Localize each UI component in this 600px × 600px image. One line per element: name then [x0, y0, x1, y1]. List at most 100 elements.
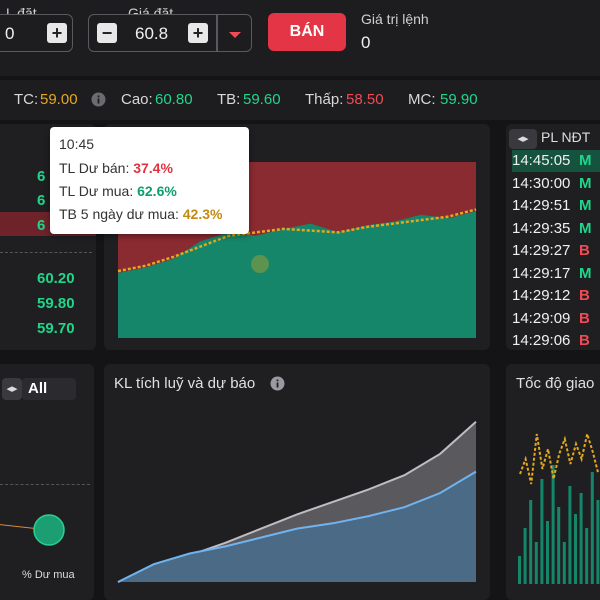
- caret-down-icon: [229, 32, 241, 38]
- trade-row[interactable]: 14:29:27 B: [512, 240, 600, 262]
- speed-bar: [557, 507, 561, 584]
- speed-bar: [562, 542, 566, 584]
- tooltip-buy-row: TL Dư mua: 62.6%: [59, 183, 177, 199]
- trade-row[interactable]: 14:29:35 M: [512, 218, 600, 240]
- tooltip-buy-value: 62.6%: [137, 183, 177, 199]
- tooltip-sell-value: 37.4%: [133, 160, 173, 176]
- speed-bar: [518, 556, 521, 584]
- cao-value: 60.80: [155, 91, 193, 108]
- buy-ratio-scatter: [0, 514, 65, 546]
- trade-side: M: [579, 174, 592, 192]
- tb-label: TB:: [217, 91, 241, 108]
- price-summary-bar: TC: 59.00 Cao: 60.80 TB: 59.60 Thấp: 58.…: [0, 80, 600, 120]
- trade-time: 14:29:12: [512, 287, 571, 304]
- five-day-average-line: [117, 208, 477, 273]
- trade-side: M: [579, 264, 592, 282]
- accumulated-area: [118, 471, 476, 582]
- price-level[interactable]: 6: [37, 192, 46, 209]
- sell-button[interactable]: BÁN: [268, 13, 346, 51]
- tooltip-avg-label: TB 5 ngày dư mua:: [59, 206, 179, 222]
- trade-row[interactable]: 14:29:17 M: [512, 263, 600, 285]
- speed-average-line: [519, 430, 600, 485]
- trade-side: M: [579, 219, 592, 237]
- trade-time: 14:29:35: [512, 219, 571, 237]
- order-value: 0: [361, 33, 371, 52]
- speed-bar: [574, 514, 577, 584]
- buy-ratio-panel: ◂▸ All % Dư mua: [0, 364, 94, 600]
- scroll-toggle-button[interactable]: ◂▸: [509, 129, 537, 149]
- price-level[interactable]: 59.70: [37, 320, 75, 337]
- price-value[interactable]: 60.8: [135, 24, 169, 43]
- trade-time: 14:45:05: [512, 152, 571, 169]
- accumulated-volume-panel: KL tích luỹ và dự báo: [104, 364, 490, 600]
- decrease-price-button[interactable]: −: [97, 23, 117, 43]
- price-stepper[interactable]: − 60.8 +: [88, 14, 218, 52]
- trade-time: 14:29:06: [512, 332, 571, 349]
- trade-row[interactable]: 14:45:05 M: [512, 150, 600, 172]
- cao-label: Cao:: [121, 91, 153, 108]
- trade-time: 14:30:00: [512, 174, 571, 192]
- trade-time: 14:29:17: [512, 264, 571, 282]
- price-dropdown-button[interactable]: [216, 14, 252, 52]
- divider: [0, 252, 92, 253]
- ratio-chart[interactable]: [104, 124, 490, 350]
- trade-time: 14:29:27: [512, 242, 571, 259]
- trade-side: B: [579, 242, 590, 259]
- trade-row[interactable]: 14:29:09 B: [512, 308, 600, 330]
- speed-bar: [529, 500, 533, 584]
- trade-side: M: [579, 152, 592, 169]
- axis-label: % Dư mua: [22, 569, 75, 581]
- info-icon[interactable]: [270, 376, 285, 396]
- increase-quantity-button[interactable]: +: [47, 23, 67, 43]
- speed-bar: [551, 465, 555, 584]
- thap-value: 58.50: [346, 91, 384, 108]
- tooltip-avg-value: 42.3%: [182, 206, 223, 222]
- increase-price-button[interactable]: +: [188, 23, 208, 43]
- order-bar: L đặt 0 + Giá đặt − 60.8 + BÁN Giá trị l…: [0, 0, 600, 76]
- price-level[interactable]: 6: [37, 168, 46, 185]
- tooltip-sell-row: TL Dư bán: 37.4%: [59, 160, 173, 176]
- bubble-point[interactable]: [33, 514, 65, 546]
- tb-value: 59.60: [243, 91, 281, 108]
- quantity-stepper[interactable]: 0 +: [0, 14, 73, 52]
- trade-row[interactable]: 14:29:12 B: [512, 285, 600, 307]
- speed-bar: [523, 528, 527, 584]
- chart-tooltip: 10:45 TL Dư bán: 37.4% TL Dư mua: 62.6% …: [50, 127, 249, 234]
- quantity-value[interactable]: 0: [5, 24, 15, 43]
- panel-title: KL tích luỹ và dự báo: [114, 375, 256, 392]
- trade-speed-panel: Tốc độ giao: [506, 364, 600, 600]
- tc-label: TC:: [14, 91, 39, 108]
- trade-side: B: [579, 287, 590, 304]
- accumulation-chart[interactable]: [104, 364, 490, 600]
- info-icon[interactable]: [91, 92, 106, 111]
- speed-bar: [540, 479, 544, 584]
- speed-bar: [590, 472, 594, 584]
- trade-time: 14:29:09: [512, 309, 571, 327]
- speed-bar: [568, 486, 572, 584]
- trade-time: 14:29:51: [512, 197, 571, 214]
- speed-bar: [585, 528, 589, 584]
- speed-bar: [534, 542, 538, 584]
- hover-marker: [251, 255, 269, 273]
- tooltip-avg-row: TB 5 ngày dư mua: 42.3%: [59, 206, 222, 222]
- tooltip-time: 10:45: [59, 136, 95, 152]
- scroll-toggle-button[interactable]: ◂▸: [2, 378, 22, 400]
- tooltip-buy-label: TL Dư mua:: [59, 183, 134, 199]
- filter-all-toggle[interactable]: All: [22, 378, 76, 400]
- trade-row[interactable]: 14:30:00 M: [512, 173, 600, 195]
- price-level[interactable]: 59.80: [37, 295, 75, 312]
- trade-side: B: [579, 332, 590, 349]
- price-level[interactable]: 6: [37, 217, 46, 234]
- trade-row[interactable]: 14:29:51 M: [512, 195, 600, 217]
- thap-label: Thấp:: [305, 91, 344, 108]
- trade-speed-chart[interactable]: [506, 364, 600, 600]
- accumulated-area-line: [117, 470, 477, 583]
- tooltip-sell-label: TL Dư bán:: [59, 160, 130, 176]
- speed-bar: [579, 493, 583, 584]
- trade-row[interactable]: 14:29:06 B: [512, 330, 600, 352]
- price-level[interactable]: 60.20: [37, 270, 75, 287]
- mc-label: MC:: [408, 91, 436, 108]
- buy-ratio-area: [118, 211, 476, 338]
- trades-header: PL NĐT: [541, 129, 591, 145]
